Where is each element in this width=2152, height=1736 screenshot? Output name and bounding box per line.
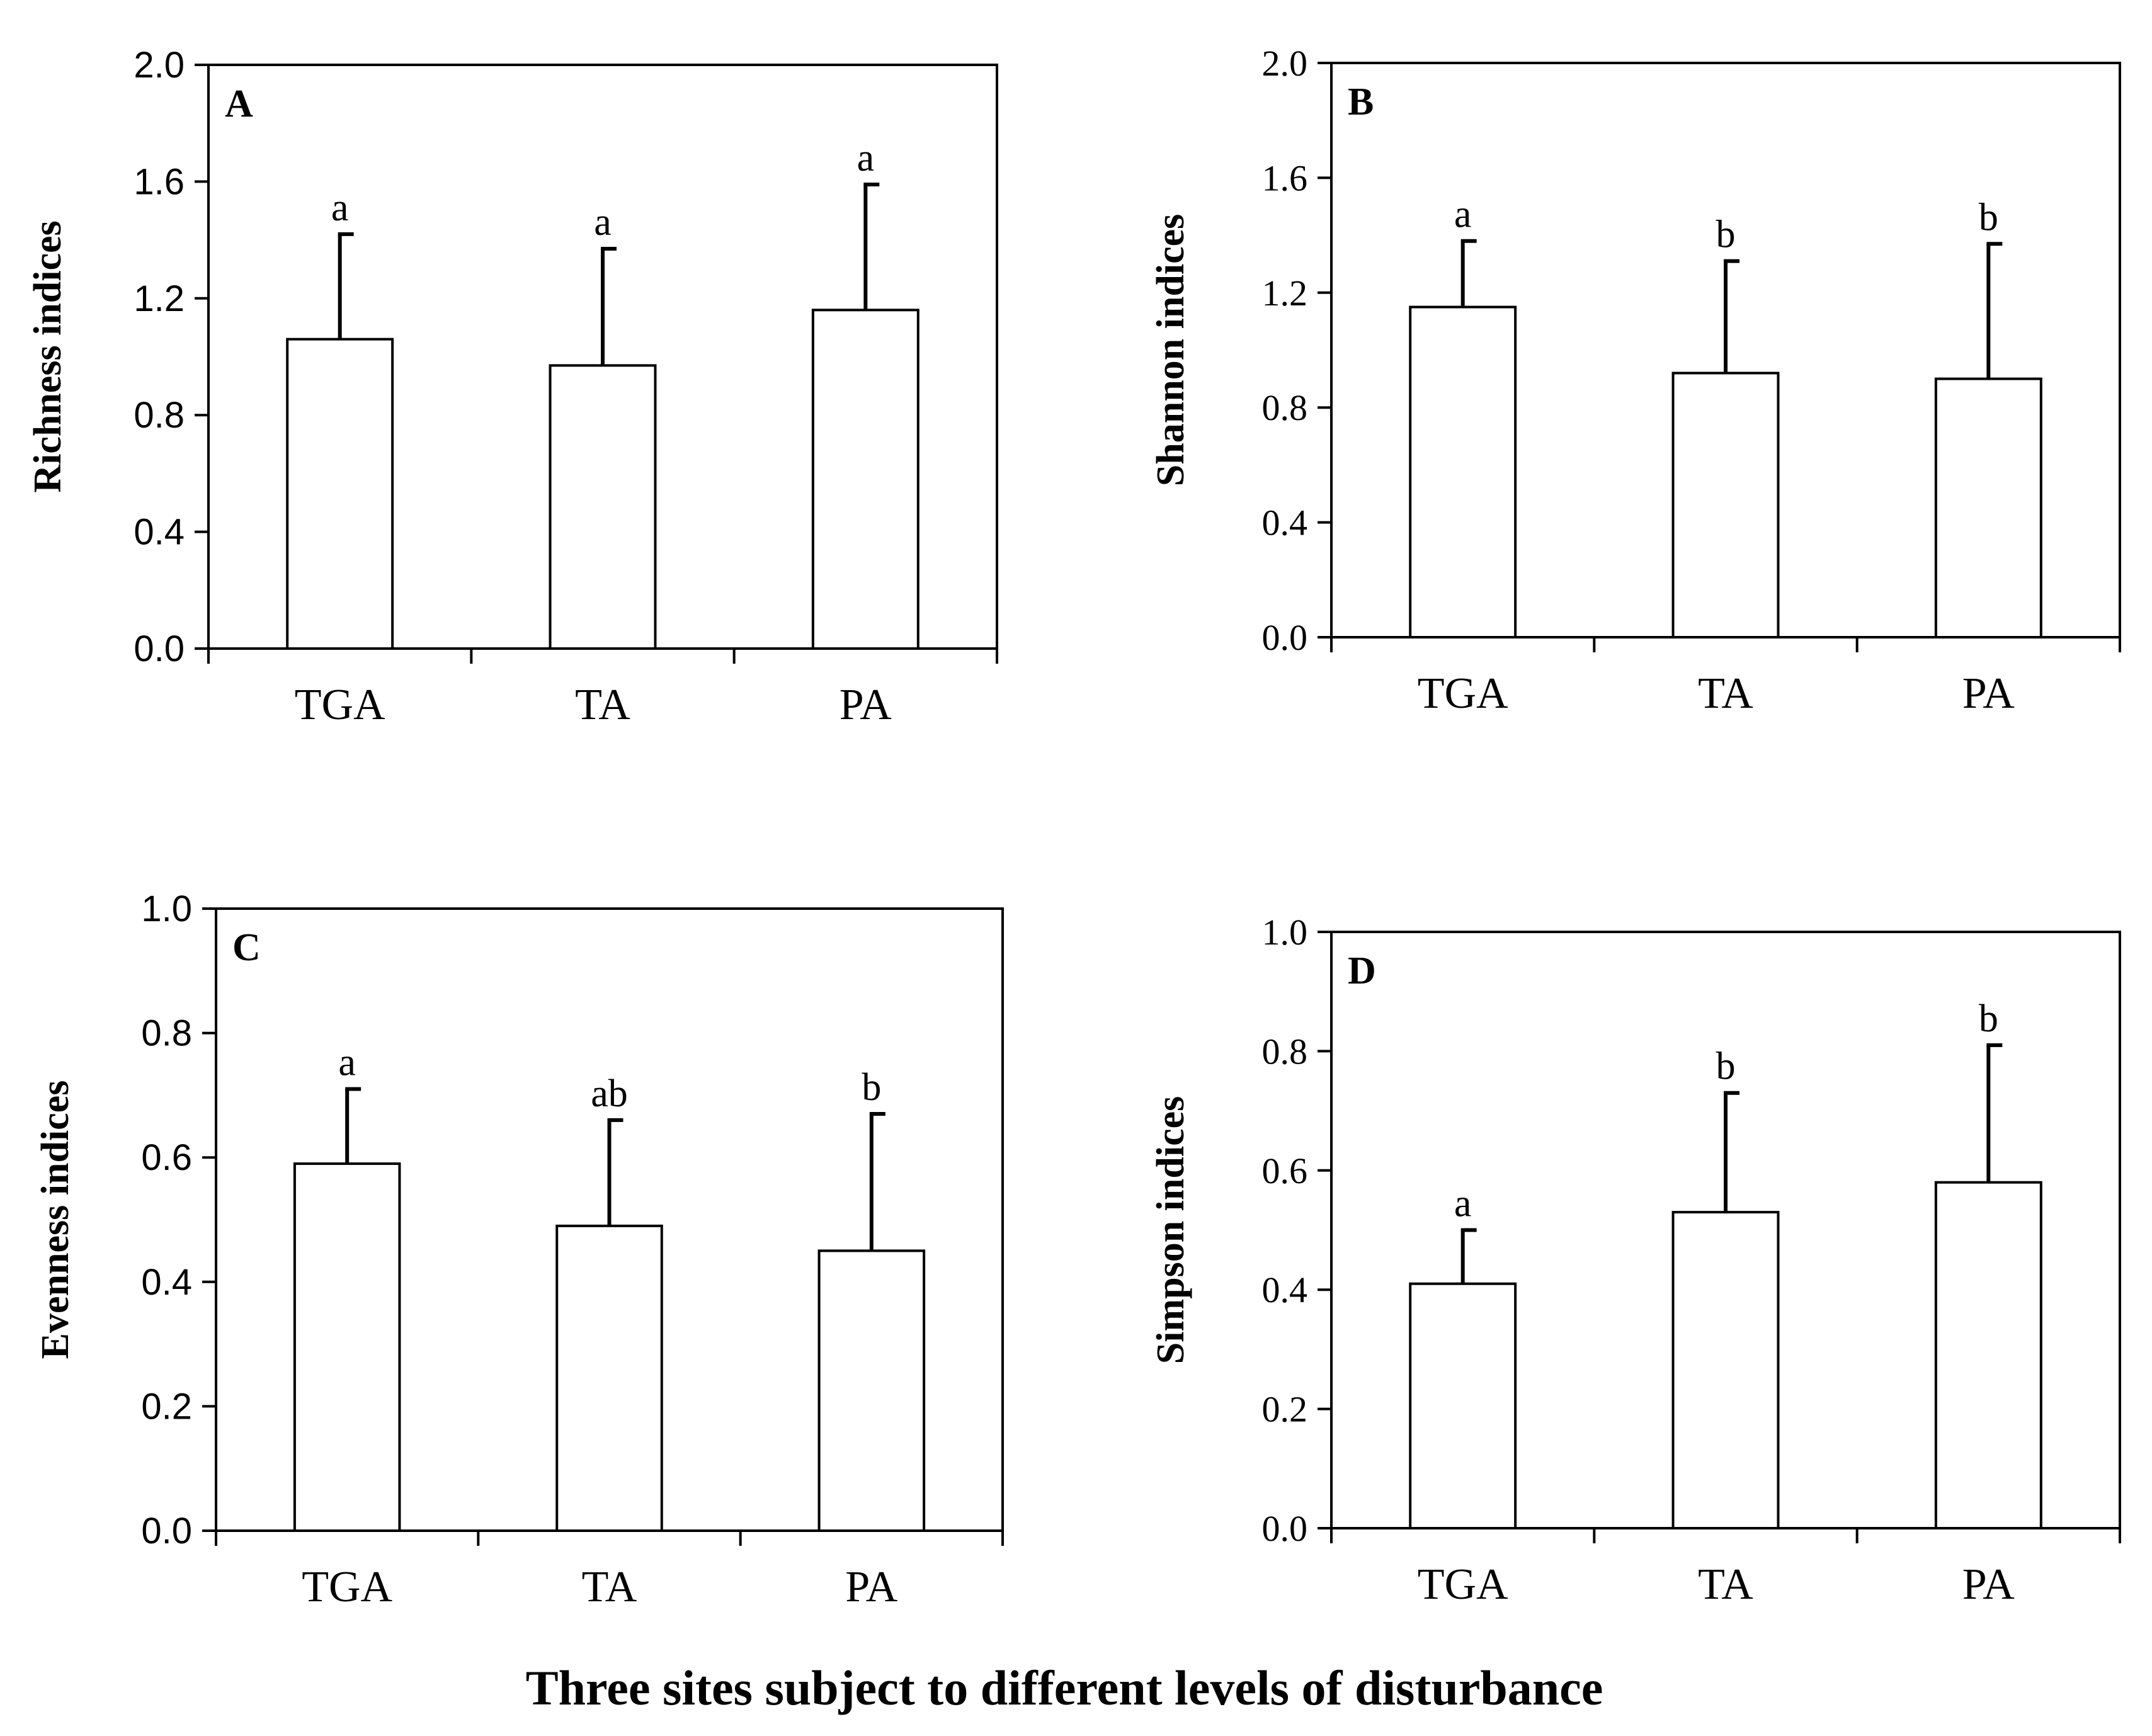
y-tick-label: 0.8 — [1262, 387, 1308, 428]
significance-letter: a — [331, 186, 349, 229]
category-label: TA — [1698, 669, 1753, 718]
y-tick-label: 0.4 — [134, 512, 185, 553]
y-tick-label: 0.0 — [141, 1511, 192, 1552]
y-tick-label: 1.6 — [1262, 157, 1308, 198]
significance-letter: a — [594, 201, 612, 244]
category-label: PA — [1962, 669, 2015, 718]
y-tick-label: 0.2 — [141, 1386, 192, 1427]
significance-letter: b — [1716, 1045, 1736, 1088]
bar-tga — [1409, 1282, 1517, 1529]
panel-d-chart: 0.0 0.2 0.4 0.6 0.8 1.0 a TGA b TA b PA D Simpson ind… — [1149, 912, 2121, 1609]
figure-caption: Three sites subject to different levels … — [526, 1660, 1603, 1715]
bar-ta — [1671, 372, 1780, 638]
significance-letter: b — [1979, 997, 1998, 1040]
bar-tga — [286, 338, 394, 650]
y-tick-label: 1.2 — [134, 278, 185, 319]
significance-letter: a — [1454, 1183, 1472, 1225]
panel-b-chart: 0.0 0.4 0.8 1.2 1.6 2.0 a TGA b TA b PA B Shannon ind… — [1149, 43, 2121, 718]
significance-letter: b — [862, 1066, 881, 1109]
category-label: TA — [575, 681, 630, 729]
y-axis-title: Richness indices — [26, 220, 69, 492]
y-tick-label: 0.0 — [1262, 617, 1308, 658]
y-tick-label: 0.6 — [1262, 1150, 1308, 1191]
y-tick-label: 0.2 — [1262, 1389, 1308, 1430]
panel-a-chart: 0.0 0.4 0.8 1.2 1.6 2.0 a TGA a TA a PA A Richness in… — [26, 45, 998, 729]
panel-letter: D — [1348, 950, 1376, 992]
significance-letter: b — [1979, 196, 1998, 239]
y-tick-label: 0.4 — [1262, 502, 1308, 543]
significance-letter: a — [1454, 193, 1472, 236]
y-tick-label: 0.8 — [1262, 1031, 1308, 1072]
bar-pa — [1934, 1181, 2042, 1529]
category-label: PA — [1962, 1560, 2015, 1609]
significance-letter: ab — [591, 1072, 628, 1115]
bar-ta — [1671, 1211, 1780, 1529]
y-tick-label: 2.0 — [1262, 43, 1308, 84]
category-label: TGA — [295, 681, 385, 729]
y-tick-label: 0.4 — [141, 1262, 192, 1303]
category-label: TGA — [1418, 669, 1508, 718]
bar-pa — [817, 1249, 926, 1533]
bar-ta — [555, 1224, 663, 1532]
bar-tga — [293, 1162, 401, 1532]
panel-letter: B — [1348, 81, 1374, 123]
y-tick-label: 0.8 — [134, 395, 185, 436]
y-tick-label: 1.2 — [1262, 273, 1308, 314]
panel-letter: A — [225, 82, 253, 125]
significance-letter: a — [338, 1041, 356, 1084]
significance-letter: b — [1716, 213, 1736, 256]
y-tick-label: 0.8 — [141, 1013, 192, 1054]
y-axis-title: Shannon indices — [1149, 214, 1192, 487]
category-label: TA — [582, 1563, 637, 1611]
y-axis-title: Evenness indices — [34, 1081, 77, 1359]
bar-ta — [549, 364, 657, 650]
y-axis-title: Simpson indices — [1149, 1096, 1192, 1364]
y-tick-label: 2.0 — [134, 45, 185, 86]
panel-c-chart: 0.0 0.2 0.4 0.6 0.8 1.0 a TGA ab TA b PA C Evenness i… — [34, 888, 1004, 1611]
significance-letter: a — [857, 137, 875, 179]
category-label: PA — [840, 681, 892, 729]
category-label: TGA — [302, 1563, 392, 1611]
y-tick-label: 1.0 — [1262, 912, 1308, 953]
category-label: TGA — [1418, 1560, 1508, 1609]
y-tick-label: 0.4 — [1262, 1269, 1308, 1310]
category-label: TA — [1698, 1560, 1753, 1609]
panel-letter: C — [232, 926, 261, 969]
bar-pa — [1934, 377, 2042, 638]
y-tick-label: 1.6 — [134, 161, 185, 202]
y-tick-label: 0.6 — [141, 1137, 192, 1178]
y-tick-label: 1.0 — [141, 888, 192, 929]
bar-tga — [1409, 305, 1517, 639]
y-tick-label: 0.0 — [1262, 1508, 1308, 1549]
y-tick-label: 0.0 — [134, 628, 185, 669]
bar-pa — [811, 309, 919, 650]
category-label: PA — [845, 1563, 898, 1611]
